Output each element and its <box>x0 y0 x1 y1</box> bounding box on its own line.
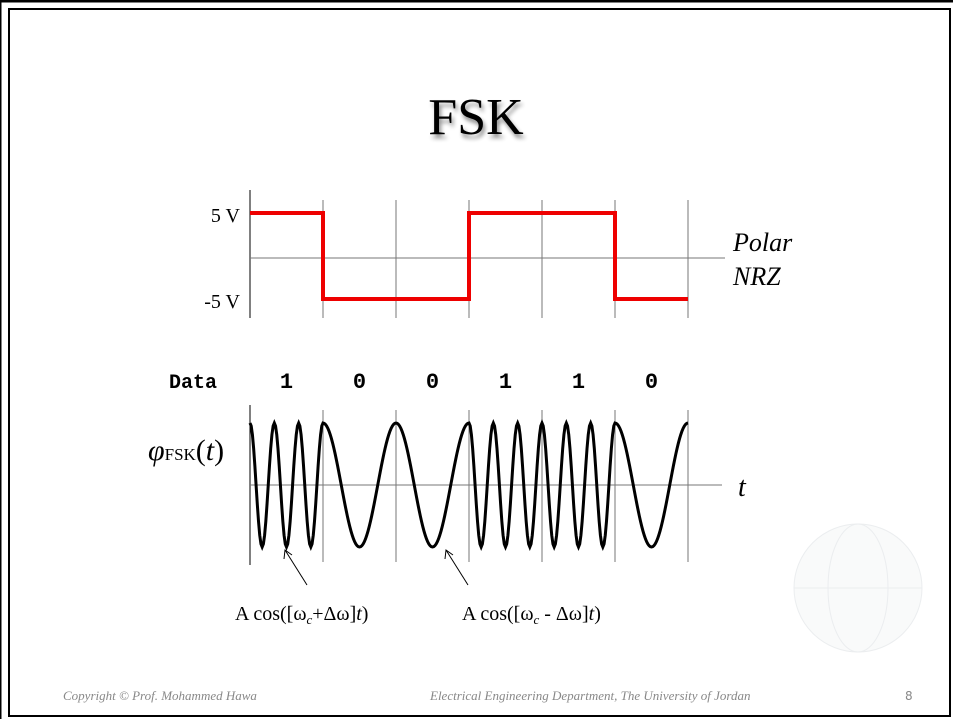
data-bit: 1 <box>572 370 585 395</box>
data-bit: 0 <box>645 370 658 395</box>
annotation-part: c <box>533 612 539 627</box>
nrz-name: Polar <box>732 228 793 257</box>
data-bit: 1 <box>280 370 293 395</box>
annotation-part: t <box>356 603 362 625</box>
signal-subscript: FSK <box>165 445 197 464</box>
signal-symbol: φ <box>148 434 165 467</box>
annotation-part: t <box>589 603 595 625</box>
annotation-part: A cos([ω <box>462 603 533 625</box>
signal-arg: t <box>206 434 215 467</box>
signal-label: φFSK(t) <box>148 434 224 467</box>
annotation-part: ) <box>594 603 601 625</box>
annotation-part: A cos([ω <box>235 603 306 625</box>
globe-watermark <box>793 523 923 653</box>
data-bit: 1 <box>499 370 512 395</box>
annotation-arrow <box>445 549 469 586</box>
annotation-part: +Δω] <box>312 603 356 625</box>
nrz-name: NRZ <box>732 262 781 291</box>
fsk-signal <box>248 418 689 552</box>
data-bit: 0 <box>353 370 366 395</box>
data-label: Data <box>169 372 217 395</box>
annotation-arrowhead <box>444 549 454 560</box>
nrz-low-label: -5 V <box>204 291 240 313</box>
annotation: A cos([ωc+Δω]t) <box>235 603 368 627</box>
slide-frame <box>8 8 951 717</box>
time-label: t <box>738 472 747 503</box>
annotation-arrowhead <box>283 549 293 560</box>
annotation-part: c <box>306 612 312 627</box>
nrz-high-label: 5 V <box>211 205 241 227</box>
slide-title: FSK <box>428 89 524 146</box>
annotation-part: - Δω] <box>539 603 588 625</box>
footer-department: Electrical Engineering Department, The U… <box>429 688 750 703</box>
signal-paren: ) <box>214 434 224 467</box>
nrz-signal <box>250 211 688 301</box>
annotation: A cos([ωc - Δω]t) <box>462 603 601 627</box>
footer-copyright: Copyright © Prof. Mohammed Hawa <box>63 688 257 703</box>
data-bit: 0 <box>426 370 439 395</box>
annotation-part: ) <box>362 603 369 625</box>
page-number: 8 <box>905 689 913 703</box>
signal-paren: ( <box>196 434 206 467</box>
annotation-arrow <box>284 549 308 586</box>
